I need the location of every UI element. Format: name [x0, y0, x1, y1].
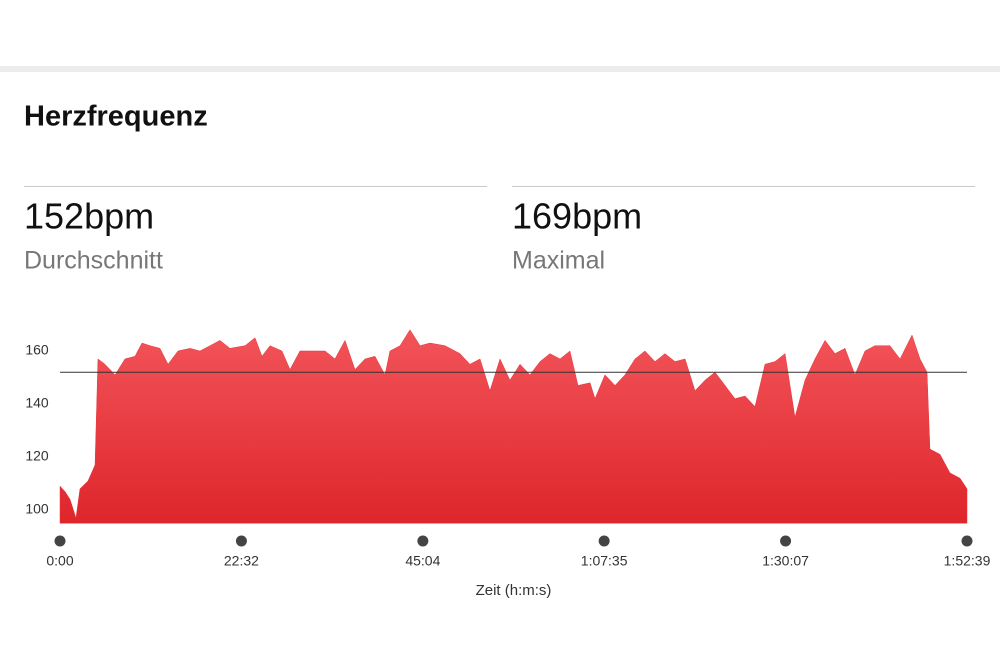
stat-value: 169bpm: [512, 196, 642, 237]
y-tick-label: 140: [25, 395, 49, 411]
x-tick-dot: [417, 535, 429, 547]
y-tick-label: 160: [25, 342, 49, 358]
stat-label: Maximal: [512, 247, 605, 275]
x-tick-dot: [235, 535, 247, 547]
x-tick-label: 1:07:35: [581, 553, 628, 569]
y-tick-label: 120: [25, 448, 49, 464]
x-tick-label: 1:52:39: [944, 553, 991, 569]
x-tick-dot: [780, 535, 792, 547]
x-tick-label: 22:32: [224, 553, 259, 569]
x-tick-dot: [598, 535, 610, 547]
chart: 100 120 140 160 0:00 22:32 45:04 1:07:35 1:30:07…: [25, 329, 991, 599]
x-tick-label: 0:00: [46, 553, 73, 569]
stat-value: 152bpm: [24, 196, 154, 237]
heart-rate-area: [59, 329, 968, 524]
card-title: Herzfrequenz: [24, 101, 208, 133]
x-tick-dot: [54, 535, 66, 547]
stat-label: Durchschnitt: [24, 247, 163, 275]
x-tick-label: 45:04: [405, 553, 440, 569]
x-axis-title: Zeit (h:m:s): [476, 582, 552, 599]
x-tick-dot: [961, 535, 973, 547]
x-tick-label: 1:30:07: [762, 553, 809, 569]
separator-band: [0, 66, 1000, 72]
y-tick-label: 100: [25, 501, 49, 517]
